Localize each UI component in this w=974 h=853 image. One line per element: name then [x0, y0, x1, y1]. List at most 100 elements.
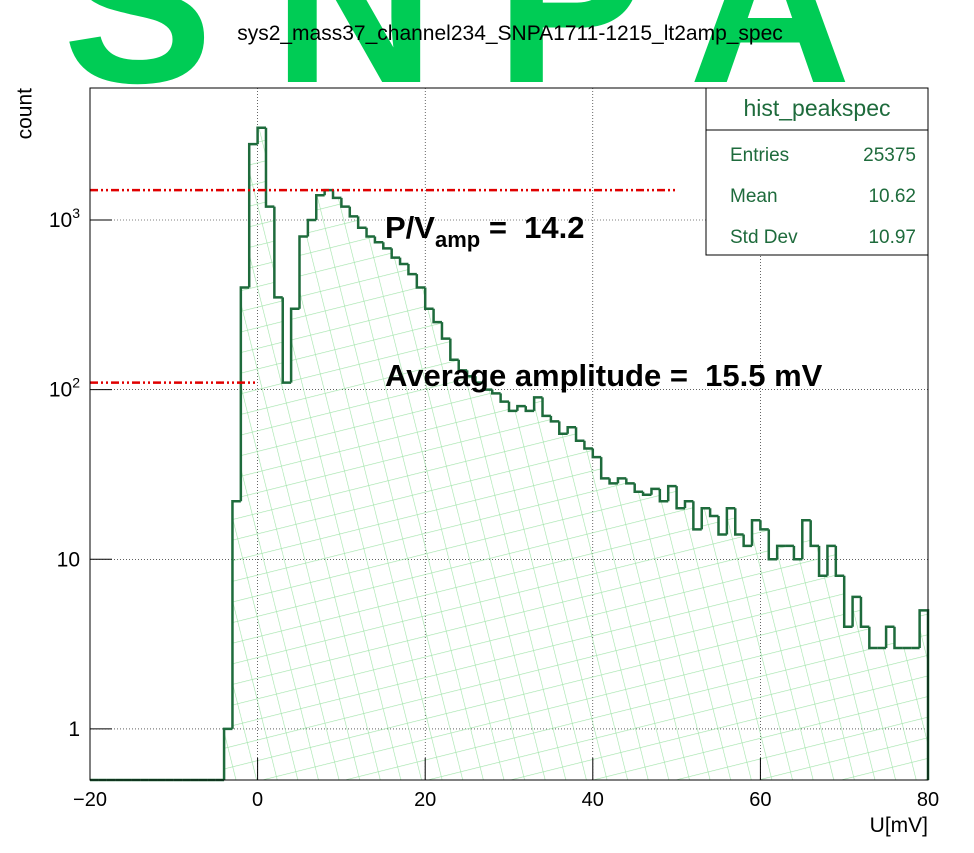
bar-fill [693, 529, 702, 780]
bar-outline [516, 404, 526, 411]
bar-outline [884, 625, 895, 648]
bar-fill [684, 501, 694, 780]
stats-value: 10.97 [868, 227, 916, 248]
stats-title: hist_peakspec [743, 95, 890, 121]
bar-fill [232, 501, 241, 780]
bar-outline [273, 206, 283, 299]
bar-fill [726, 508, 736, 780]
bar-outline [767, 529, 778, 561]
bar-outline [775, 544, 786, 560]
bar-fill [500, 401, 509, 780]
bar-outline [817, 545, 828, 577]
bar-fill [408, 274, 417, 780]
bar-fill [400, 264, 409, 781]
bar-outline [675, 486, 685, 510]
bar-fill [617, 478, 627, 780]
bar-fill [324, 190, 334, 781]
bar-fill [416, 287, 426, 780]
bar-outline [633, 483, 644, 494]
bar-fill [894, 647, 903, 780]
bar-fill [844, 626, 853, 780]
bar-fill [534, 397, 543, 780]
bar-fill [852, 596, 861, 780]
bar-fill [316, 195, 325, 781]
bar-fill [760, 529, 769, 780]
stats-value: 25375 [863, 145, 916, 166]
bar-outline [449, 338, 459, 362]
bar-fill [282, 382, 292, 780]
bar-outline [599, 457, 610, 480]
bar-fill [517, 406, 526, 780]
bar-fill [668, 486, 677, 780]
annotation-sub: amp [435, 227, 480, 252]
bar-fill [358, 227, 367, 781]
bar-outline [700, 506, 711, 530]
bar-outline [382, 242, 392, 250]
y-axis-label: count [14, 88, 37, 140]
y-tick-base: 10 [49, 209, 72, 232]
bar-outline [331, 190, 342, 200]
bar-fill [509, 410, 518, 780]
bar-fill [634, 491, 644, 780]
bar-fill [676, 508, 685, 780]
y-tick-exponent: 3 [72, 205, 80, 221]
annotation-main: P/V [385, 210, 435, 245]
bar-outline [315, 193, 325, 221]
stats-box: hist_peakspec Entries 25375 Mean 10.62 Std D… [705, 87, 929, 256]
bar-fill [391, 257, 401, 781]
bar-fill [802, 520, 811, 780]
bar-outline [851, 595, 861, 627]
bar-outline [641, 491, 652, 497]
y-tick-label: 10 [57, 548, 80, 571]
bar-fill [592, 457, 602, 780]
bar-outline [231, 499, 241, 729]
bar-outline [415, 274, 426, 289]
bar-outline [465, 370, 476, 378]
bar-fill [869, 647, 878, 780]
bar-fill [458, 370, 468, 780]
bar-outline [306, 218, 317, 237]
bar-outline [650, 487, 660, 495]
bar-fill [835, 575, 845, 780]
bar-fill [383, 248, 392, 781]
bar-fill [349, 216, 359, 780]
bar-fill [626, 483, 635, 780]
bar-outline [348, 206, 359, 218]
bar-outline [524, 406, 535, 413]
bar-outline [239, 286, 250, 502]
bar-fill [651, 488, 660, 780]
bar-outline [558, 421, 568, 435]
bar-fill [860, 626, 870, 780]
bar-fill [341, 206, 350, 780]
bar-outline [809, 520, 820, 548]
bar-fill [576, 440, 585, 780]
x-tick-label: 20 [414, 789, 436, 811]
bar-fill [701, 508, 711, 780]
bar-fill [224, 728, 233, 780]
bar-fill [567, 427, 577, 780]
bar-fill [542, 415, 551, 780]
bar-fill [441, 338, 451, 780]
stats-frame [705, 87, 929, 256]
bar-fill [257, 127, 266, 780]
bar-fill [525, 410, 535, 780]
bar-outline [373, 236, 384, 244]
bar-outline [801, 518, 811, 560]
bar-fill [274, 297, 283, 780]
bar-fill [291, 308, 300, 780]
stats-label: Mean [730, 186, 778, 207]
bar-fill [911, 647, 920, 780]
bar-outline [842, 575, 853, 629]
bar-outline [440, 322, 451, 340]
bar-outline [717, 515, 727, 536]
chart-title: sys2_mass37_channel234_SNPA1711-1215_lt2… [237, 22, 783, 45]
bar-outline [826, 544, 836, 576]
bar-fill [819, 575, 828, 780]
bar-outline [893, 626, 903, 650]
bar-fill [643, 494, 652, 780]
bar-fill [366, 236, 375, 781]
stats-value: 10.62 [868, 186, 916, 207]
bar-outline [281, 297, 292, 384]
x-tick-label: −20 [73, 789, 107, 811]
